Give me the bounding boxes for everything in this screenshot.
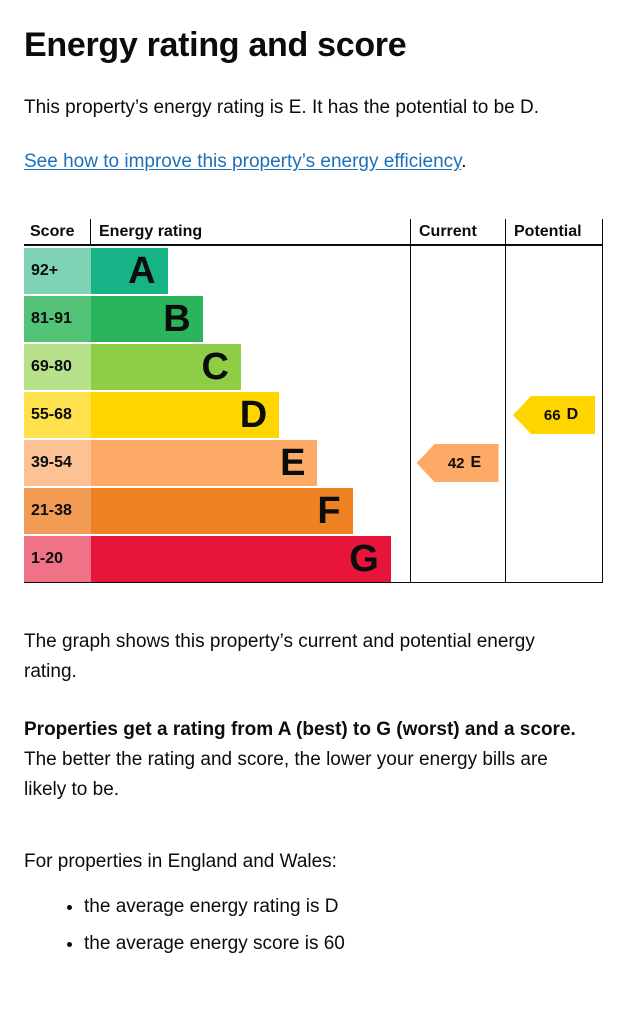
band-row-f: 21-38 F xyxy=(24,488,603,535)
improve-efficiency-link[interactable]: See how to improve this property’s energ… xyxy=(24,151,462,173)
energy-rating-column-header: Energy rating xyxy=(99,222,203,240)
score-column-header: Score xyxy=(24,219,91,245)
band-e-range-label: 39-54 xyxy=(31,454,72,472)
band-g-letter: G xyxy=(349,538,379,581)
potential-cell-f xyxy=(505,488,603,534)
potential-cell-a xyxy=(505,248,603,294)
band-e-letter: E xyxy=(280,442,306,485)
energy-rating-chart: Score Energy rating Current Potential 92… xyxy=(24,219,603,584)
band-a-letter: A xyxy=(128,250,156,293)
band-a-range-label: 92+ xyxy=(31,262,59,280)
band-e-score-cell: 39-54 xyxy=(24,440,91,487)
band-d-letter: D xyxy=(239,394,268,437)
band-c-bar-area: C xyxy=(91,344,410,391)
potential-band-letter: D xyxy=(566,406,579,424)
chart-right-border xyxy=(602,219,603,583)
band-d-bar: D xyxy=(91,392,280,439)
band-f-bar: F xyxy=(91,488,353,535)
band-g-bar: G xyxy=(91,536,391,583)
current-cell-c xyxy=(410,344,505,390)
band-c-score-cell: 69-80 xyxy=(24,344,91,391)
current-column-divider xyxy=(410,219,411,583)
band-a-bar-area: A xyxy=(91,248,410,295)
band-a-bar: A xyxy=(91,248,168,295)
current-cell-g xyxy=(410,536,505,582)
link-suffix-period: . xyxy=(461,151,467,173)
potential-column-divider xyxy=(505,219,506,583)
band-f-letter: F xyxy=(317,490,341,533)
band-g-score-cell: 1-20 xyxy=(24,536,91,583)
band-row-a: 92+ A xyxy=(24,248,603,295)
page-title: Energy rating and score xyxy=(24,26,407,64)
current-column-header: Current xyxy=(419,222,477,240)
current-cell-a xyxy=(410,248,505,294)
potential-column-header: Potential xyxy=(514,222,582,240)
band-c-letter: C xyxy=(201,346,229,389)
england-wales-intro: For properties in England and Wales: xyxy=(24,851,337,873)
list-item-average-rating: the average energy rating is D xyxy=(84,893,589,921)
chart-body: 92+ A 81-91 B xyxy=(24,246,603,583)
band-row-d: 55-68 D 66 D xyxy=(24,392,603,439)
averages-list: the average energy rating is D the avera… xyxy=(24,893,589,957)
improve-link-line: See how to improve this property’s energ… xyxy=(24,147,589,177)
band-b-range-label: 81-91 xyxy=(31,310,72,328)
potential-cell-e xyxy=(505,440,603,486)
current-rating-arrow: 42 E xyxy=(416,444,499,483)
chart-header-row: Score Energy rating Current Potential xyxy=(24,219,603,247)
band-row-g: 1-20 G xyxy=(24,536,603,583)
current-cell-d xyxy=(410,392,505,438)
band-g-range-label: 1-20 xyxy=(31,550,64,568)
band-d-score-cell: 55-68 xyxy=(24,392,91,439)
potential-rating-arrow: 66 D xyxy=(513,396,595,435)
band-f-bar-area: F xyxy=(91,488,410,535)
current-cell-e: 42 E xyxy=(410,440,505,486)
potential-cell-g xyxy=(505,536,603,582)
band-b-score-cell: 81-91 xyxy=(24,296,91,343)
band-b-letter: B xyxy=(163,298,191,341)
band-f-range-label: 21-38 xyxy=(31,502,72,520)
rating-explainer-rest: The better the rating and score, the low… xyxy=(24,749,548,801)
band-d-bar-area: D xyxy=(91,392,410,439)
potential-score-value: 66 xyxy=(543,406,561,424)
current-cell-f xyxy=(410,488,505,534)
current-score-value: 42 xyxy=(447,454,465,472)
band-d-range-label: 55-68 xyxy=(31,406,72,424)
band-b-bar: B xyxy=(91,296,203,343)
band-row-c: 69-80 C xyxy=(24,344,603,391)
band-e-bar: E xyxy=(91,440,318,487)
page-content: Energy rating and score This property’s … xyxy=(0,0,627,996)
band-a-score-cell: 92+ xyxy=(24,248,91,295)
band-row-e: 39-54 E 42 E xyxy=(24,440,603,487)
potential-cell-c xyxy=(505,344,603,390)
list-item-average-score: the average energy score is 60 xyxy=(84,930,589,958)
band-g-bar-area: G xyxy=(91,536,410,583)
band-row-b: 81-91 B xyxy=(24,296,603,343)
rating-explainer: Properties get a rating from A (best) to… xyxy=(24,715,589,805)
potential-cell-b xyxy=(505,296,603,342)
band-c-range-label: 69-80 xyxy=(31,358,72,376)
rating-explainer-bold: Properties get a rating from A (best) to… xyxy=(24,719,576,741)
current-cell-b xyxy=(410,296,505,342)
potential-cell-d: 66 D xyxy=(505,392,603,438)
band-c-bar: C xyxy=(91,344,241,391)
band-e-bar-area: E xyxy=(91,440,410,487)
band-f-score-cell: 21-38 xyxy=(24,488,91,535)
current-band-letter: E xyxy=(470,454,482,472)
intro-paragraph: This property’s energy rating is E. It h… xyxy=(24,97,540,118)
band-b-bar-area: B xyxy=(91,296,410,343)
graph-caption: The graph shows this property’s current … xyxy=(24,631,535,683)
